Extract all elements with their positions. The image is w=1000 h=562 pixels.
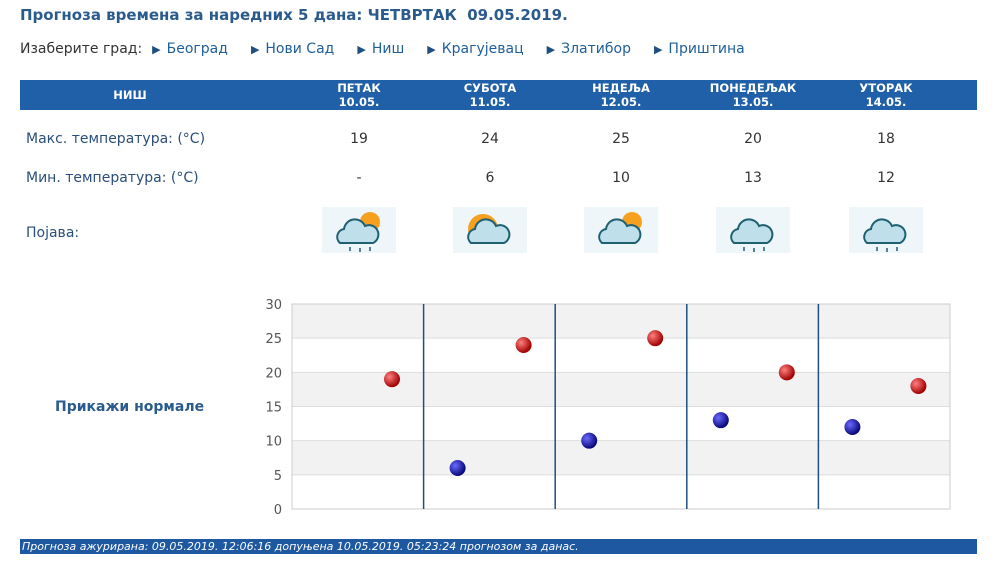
city-link[interactable]: ▶ Златибор (546, 41, 631, 57)
max-temp-value: 20 (744, 131, 762, 147)
city-link[interactable]: ▶ Нови Сад (250, 41, 335, 57)
day-header: УТОРАК 14.05. (859, 81, 913, 109)
day-header: ПЕТАК 10.05. (337, 81, 381, 109)
min-temp-value: 6 (485, 170, 495, 186)
arrow-right-icon: ▶ (152, 43, 161, 56)
sunny-cloudy-icon (453, 207, 527, 253)
page-title: Прогноза времена за наредних 5 дана: ЧЕТ… (20, 6, 568, 24)
min-temp-point (712, 412, 729, 429)
city-label: Изаберите град: (20, 41, 143, 57)
max-temp-point (647, 330, 664, 347)
city-selector: Изаберите град: ▶ Београд ▶ Нови Сад ▶ Ниш ▶ Кр… (20, 41, 768, 57)
arrow-right-icon: ▶ (653, 43, 663, 56)
max-temp-point (910, 378, 927, 394)
arrow-right-icon: ▶ (250, 43, 260, 56)
city-link[interactable]: ▶ Ниш (357, 41, 405, 57)
min-temp-point (449, 460, 466, 476)
min-temp-point (581, 432, 598, 449)
grid-band (292, 440, 950, 475)
min-temp-value: - (356, 170, 362, 186)
min-temp-value: 13 (744, 170, 762, 186)
max-temp-label: Макс. температура: (°C) (26, 131, 206, 147)
max-temp-value: 25 (612, 131, 630, 147)
grid-band (292, 474, 950, 509)
show-normals-link[interactable]: Прикажи нормале (55, 399, 205, 415)
arrow-right-icon: ▶ (427, 43, 436, 56)
max-temp-value: 24 (481, 131, 499, 147)
update-footer: Прогноза ажурирана: 09.05.2019. 12:06:16… (20, 539, 977, 554)
arrow-right-icon: ▶ (357, 43, 366, 56)
city-link[interactable]: ▶ Крагујевац (427, 41, 524, 57)
city-link[interactable]: ▶ Београд (152, 41, 228, 57)
y-tick-label: 10 (265, 435, 282, 450)
arrow-right-icon: ▶ (546, 43, 556, 56)
grid-band (292, 338, 950, 373)
max-temp-point (515, 337, 532, 353)
day-header: ПОНЕДЕЉАК 13.05. (709, 81, 797, 109)
grid-band (292, 406, 950, 441)
city-name: НИШ (113, 88, 147, 102)
min-temp-value: 10 (612, 170, 630, 186)
max-temp-value: 19 (350, 131, 368, 147)
partly-cloudy-light-rain-icon (322, 207, 396, 253)
day-header: НЕДЕЉА 12.05. (592, 81, 650, 109)
phenomenon-label: Појава: (26, 225, 80, 241)
y-tick-label: 15 (265, 401, 282, 416)
city-link[interactable]: ▶ Приштина (653, 41, 745, 57)
max-temp-value: 18 (877, 131, 895, 147)
day-header: СУБОТА 11.05. (463, 81, 517, 109)
y-tick-label: 5 (274, 469, 282, 484)
min-temp-label: Мин. температура: (°C) (26, 170, 199, 186)
grid-band (292, 304, 950, 339)
y-tick-label: 0 (274, 503, 282, 518)
plot-border (291, 303, 951, 510)
table-header: НИШ ПЕТАК 10.05. СУБОТА 11.05. НЕДЕЉА 12.05. П… (20, 80, 977, 110)
min-temp-point (844, 419, 861, 435)
y-tick-label: 20 (265, 366, 282, 381)
max-temp-point (384, 371, 400, 388)
grid-band (292, 372, 950, 407)
min-temp-value: 12 (877, 170, 895, 186)
y-tick-label: 25 (265, 332, 282, 347)
max-temp-point (778, 364, 795, 381)
cloud-rain-icon (849, 207, 923, 253)
cloud-rain-icon (716, 207, 790, 253)
y-tick-label: 30 (265, 298, 282, 313)
cloudy-sun-icon (584, 207, 658, 253)
